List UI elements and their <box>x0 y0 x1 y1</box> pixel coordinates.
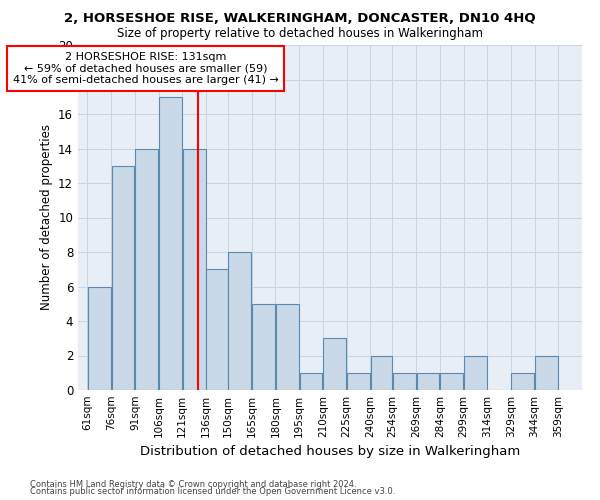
Bar <box>323 338 346 390</box>
Bar <box>440 373 463 390</box>
Bar <box>159 97 182 390</box>
Text: Contains public sector information licensed under the Open Government Licence v3: Contains public sector information licen… <box>30 487 395 496</box>
Bar <box>229 252 251 390</box>
Bar <box>511 373 534 390</box>
Y-axis label: Number of detached properties: Number of detached properties <box>40 124 53 310</box>
Bar <box>299 373 322 390</box>
Text: Size of property relative to detached houses in Walkeringham: Size of property relative to detached ho… <box>117 28 483 40</box>
Text: Contains HM Land Registry data © Crown copyright and database right 2024.: Contains HM Land Registry data © Crown c… <box>30 480 356 489</box>
Bar <box>464 356 487 390</box>
Text: 2, HORSESHOE RISE, WALKERINGHAM, DONCASTER, DN10 4HQ: 2, HORSESHOE RISE, WALKERINGHAM, DONCAST… <box>64 12 536 26</box>
X-axis label: Distribution of detached houses by size in Walkeringham: Distribution of detached houses by size … <box>140 446 520 458</box>
Bar <box>393 373 416 390</box>
Bar <box>135 148 158 390</box>
Bar <box>206 269 227 390</box>
Bar <box>371 356 392 390</box>
Bar <box>112 166 134 390</box>
Bar <box>347 373 370 390</box>
Bar <box>416 373 439 390</box>
Bar <box>276 304 299 390</box>
Bar <box>535 356 558 390</box>
Bar <box>182 148 206 390</box>
Bar <box>252 304 275 390</box>
Text: 2 HORSESHOE RISE: 131sqm
← 59% of detached houses are smaller (59)
41% of semi-d: 2 HORSESHOE RISE: 131sqm ← 59% of detach… <box>13 52 279 85</box>
Bar <box>88 286 111 390</box>
